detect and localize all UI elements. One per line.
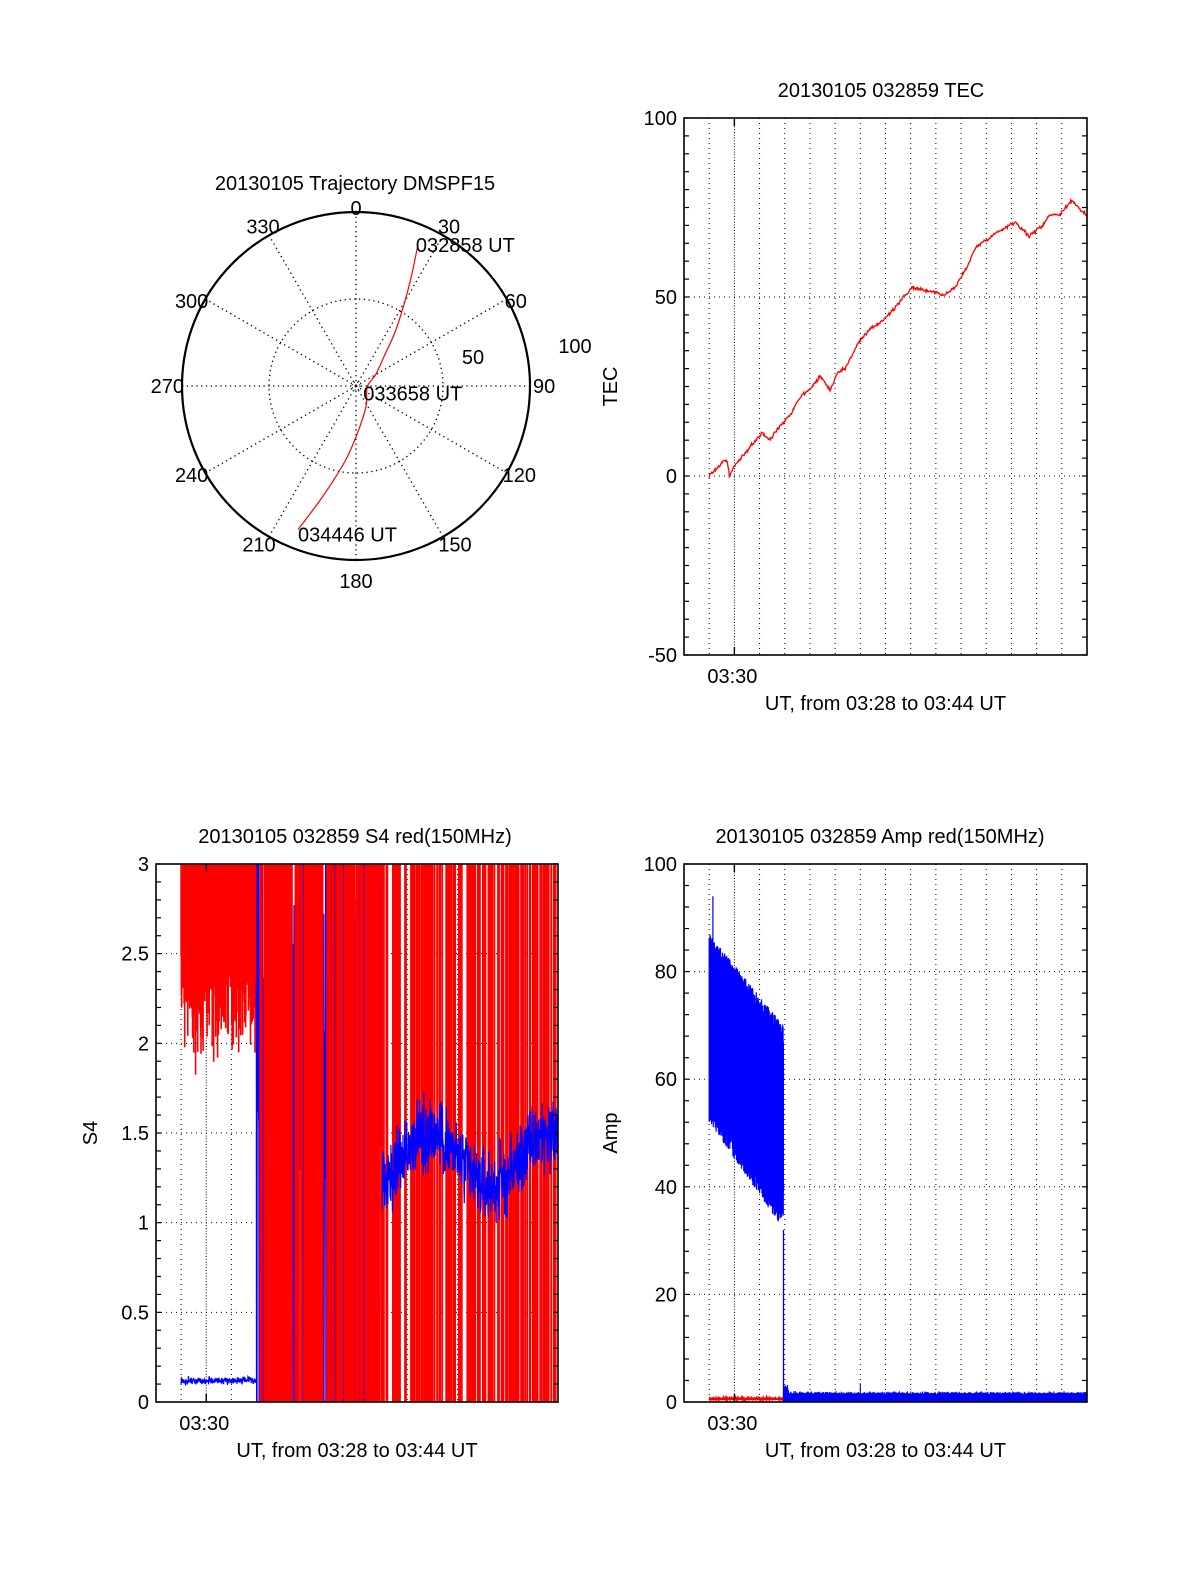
tec-axes (683, 117, 1088, 656)
amp-xtick-label: 03:30 (707, 1413, 757, 1435)
amp-axes (683, 863, 1088, 1403)
s4-blue-series (180, 864, 558, 1402)
s4-ytick-labels: 0 0.5 1 1.5 2 2.5 3 (121, 854, 149, 1414)
polar-radial-label: 100 (558, 336, 591, 358)
amp-title: 20130105 032859 Amp red(150MHz) (715, 826, 1044, 848)
polar-azimuth-label: 90 (533, 376, 555, 398)
tec-ylabel: TEC (600, 367, 622, 407)
polar-spoke (268, 234, 357, 387)
polar-spoke (355, 385, 444, 538)
s4-xtick-label: 03:30 (179, 1413, 229, 1435)
amp-blue-trace-weak (782, 1383, 1088, 1402)
tec-xlabel: UT, from 03:28 to 03:44 UT (765, 693, 1006, 715)
polar-spoke (355, 385, 508, 474)
polar-azimuth-label: 300 (175, 291, 208, 313)
amp-xlabel: UT, from 03:28 to 03:44 UT (765, 1440, 1006, 1462)
y-tick-label: 80 (655, 962, 677, 984)
s4-ylabel: S4 (80, 1121, 102, 1145)
y-tick-label: 0 (138, 1392, 149, 1414)
tec-chart: 20130105 032859 TEC -50 0 50 100 03:30 UT, … (600, 80, 1088, 715)
polar-spoke (355, 234, 444, 387)
polar-azimuth-label: 330 (246, 216, 279, 238)
y-tick-label: 100 (644, 108, 677, 130)
tec-ytick-labels: -50 0 50 100 (644, 108, 677, 667)
tec-grid (684, 118, 1087, 655)
polar-radial-labels: 50 100 (462, 336, 592, 369)
polar-center-mark (351, 381, 361, 391)
trajectory-title: 20130105 Trajectory DMSPF15 (215, 173, 495, 195)
trajectory-annotation: 033658 UT (363, 384, 462, 406)
trajectory-annotation: 032858 UT (416, 235, 515, 257)
y-tick-label: -50 (648, 645, 677, 667)
polar-radial-label: 50 (462, 347, 484, 369)
trajectory-annotation: 034446 UT (298, 525, 397, 547)
polar-spoke (204, 298, 357, 387)
y-tick-label: 0 (666, 466, 677, 488)
s4-red-trace (180, 864, 257, 1075)
y-tick-label: 20 (655, 1284, 677, 1306)
y-tick-label: 0.5 (121, 1302, 149, 1324)
trajectory-annotations: 032858 UT 033658 UT 034446 UT (298, 235, 515, 547)
polar-azimuth-label: 60 (505, 291, 527, 313)
polar-azimuth-label: 240 (175, 465, 208, 487)
tec-line (708, 197, 1088, 479)
amp-chart: 20130105 032859 Amp red(150MHz) 0 20 40 60 8… (600, 826, 1088, 1462)
amp-ylabel: Amp (600, 1112, 622, 1153)
y-tick-label: 3 (138, 854, 149, 876)
s4-axes (155, 863, 559, 1403)
y-tick-label: 1.5 (121, 1123, 149, 1145)
amp-red-trace (708, 1394, 785, 1404)
amp-ytick-labels: 0 20 40 60 80 100 (644, 854, 677, 1414)
y-tick-label: 2.5 (121, 944, 149, 966)
y-tick-label: 100 (644, 854, 677, 876)
tec-xtick-label: 03:30 (707, 666, 757, 688)
y-tick-label: 40 (655, 1177, 677, 1199)
polar-spoke (355, 298, 508, 387)
s4-red-series (180, 864, 257, 1075)
polar-azimuth-label: 150 (438, 535, 471, 557)
tec-series (708, 197, 1088, 479)
y-tick-label: 2 (138, 1033, 149, 1055)
y-tick-label: 0 (666, 1392, 677, 1414)
trajectory-polar-plot: 20130105 Trajectory DMSPF15 0 30 60 90 120 15… (151, 173, 592, 593)
s4-series (180, 864, 558, 1402)
amp-blue-trace-strong (708, 896, 784, 1222)
polar-azimuth-label: 270 (151, 376, 184, 398)
s4-red-trace-saturated (259, 864, 557, 1402)
polar-spoke (268, 385, 357, 538)
s4-blue-trace-quiet (180, 1133, 258, 1386)
s4-chart: 20130105 032859 S4 red(150MHz) 0 0.5 1 1.5 2… (80, 826, 559, 1462)
amp-series (708, 896, 1088, 1404)
polar-azimuth-labels: 0 30 60 90 120 150 180 210 240 270 300 330 (151, 198, 556, 593)
y-tick-label: 1 (138, 1213, 149, 1235)
polar-spoke (204, 385, 357, 474)
trajectory-line (297, 244, 419, 530)
y-tick-label: 50 (655, 287, 677, 309)
polar-azimuth-label: 120 (503, 465, 536, 487)
plot-frame (683, 863, 1088, 1403)
tec-title: 20130105 032859 TEC (778, 80, 984, 102)
s4-xlabel: UT, from 03:28 to 03:44 UT (236, 1440, 477, 1462)
polar-grid (180, 210, 532, 562)
polar-azimuth-label: 30 (438, 216, 460, 238)
s4-title: 20130105 032859 S4 red(150MHz) (198, 826, 512, 848)
polar-azimuth-label: 0 (350, 198, 361, 220)
polar-azimuth-label: 210 (242, 535, 275, 557)
polar-azimuth-label: 180 (339, 571, 372, 593)
s4-blue-trace-recovery (381, 1092, 558, 1223)
y-tick-label: 60 (655, 1069, 677, 1091)
